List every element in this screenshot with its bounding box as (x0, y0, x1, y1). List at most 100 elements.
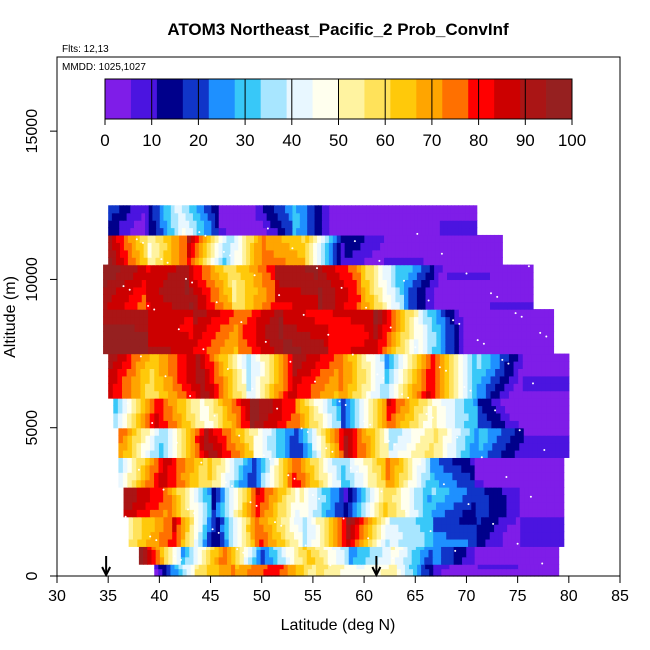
heatmap-cell (377, 420, 383, 429)
heatmap-cell (327, 479, 333, 488)
heatmap-cell (309, 286, 315, 295)
heatmap-cell (185, 457, 191, 466)
heatmap-cell (235, 564, 240, 570)
heatmap-cell (121, 338, 127, 347)
heatmap-cell (423, 249, 428, 258)
heatmap-cell (237, 516, 243, 525)
heatmap-cell (415, 427, 421, 436)
heatmap-cell (522, 360, 528, 369)
heatmap-cell (369, 556, 375, 565)
heatmap-cell (226, 220, 231, 229)
heatmap-cell (180, 301, 186, 310)
heatmap-cell (218, 220, 224, 229)
heatmap-cell (341, 464, 347, 473)
heatmap-cell (307, 568, 313, 577)
heatmap-cell (207, 494, 213, 503)
heatmap-cell (214, 353, 220, 362)
heatmap-cell (519, 472, 525, 481)
heatmap-cell (431, 501, 437, 510)
heatmap-cell (167, 420, 174, 429)
heatmap-cell (531, 353, 538, 362)
heatmap-cell (158, 360, 165, 369)
heatmap-cell (360, 242, 365, 251)
heatmap-cell (131, 398, 137, 407)
heatmap-cell (242, 242, 247, 251)
heatmap-cell (318, 220, 323, 229)
heatmap-cell (457, 568, 463, 577)
heatmap-cell (172, 538, 178, 547)
heatmap-cell (478, 556, 484, 565)
heatmap-cell (419, 242, 425, 251)
heatmap-cell (479, 472, 485, 481)
heatmap-cell (468, 420, 474, 429)
heatmap-cell (141, 487, 147, 496)
heatmap-cell (305, 464, 311, 473)
heatmap-cell (145, 501, 151, 510)
heatmap-cell (250, 368, 257, 377)
heatmap-cell (422, 309, 428, 318)
heatmap-cell (211, 479, 217, 488)
heatmap-cell (391, 286, 397, 295)
heatmap-cell (131, 375, 137, 384)
heatmap-cell (354, 479, 360, 488)
heatmap-cell (294, 449, 300, 458)
heatmap-cell (185, 427, 192, 436)
heatmap-cell (485, 568, 491, 577)
heatmap-cell (271, 449, 277, 458)
heatmap-cell (300, 457, 307, 466)
heatmap-cell (176, 472, 182, 481)
heatmap-cell (185, 479, 191, 488)
heatmap-cell (334, 449, 340, 458)
heatmap-cell (518, 375, 524, 384)
heatmap-cell (442, 279, 448, 288)
heatmap-cell (354, 412, 360, 421)
heatmap-cell (218, 564, 224, 570)
heatmap-cell (158, 301, 164, 310)
heatmap-cell (472, 353, 478, 362)
heatmap-cell (443, 257, 448, 266)
heatmap-cell (310, 368, 317, 377)
heatmap-cell (220, 531, 225, 540)
heatmap-cell (427, 501, 433, 510)
heatmap-cell (234, 479, 240, 488)
heatmap-cell (192, 212, 198, 221)
heatmap-cell (499, 383, 505, 392)
heatmap-cell (336, 227, 341, 236)
heatmap-cell (359, 316, 365, 325)
heatmap-cell (115, 279, 121, 288)
heatmap-cell (495, 360, 501, 369)
heatmap-cell (115, 227, 120, 236)
heatmap-cell (273, 501, 279, 510)
heatmap-cell (285, 549, 291, 558)
heatmap-cell (454, 242, 460, 251)
heatmap-cell (364, 309, 370, 318)
heatmap-cell (285, 257, 291, 266)
heatmap-cell (307, 212, 312, 221)
heatmap-cell (372, 538, 378, 547)
heatmap-cell (285, 227, 290, 236)
heatmap-cell (415, 257, 421, 266)
heatmap-cell (423, 398, 429, 407)
heatmap-cell (249, 272, 255, 281)
heatmap-cell (214, 368, 220, 377)
heatmap-cell (218, 383, 224, 392)
heatmap-cell (348, 234, 354, 243)
heatmap-cell (423, 420, 429, 429)
heatmap-cell (349, 464, 356, 473)
heatmap-cell (483, 556, 488, 565)
heatmap-cell (273, 556, 278, 565)
heatmap-cell (535, 323, 541, 332)
heatmap-cell (145, 420, 151, 429)
heatmap-cell (559, 516, 565, 525)
heatmap-cell (532, 412, 538, 421)
heatmap-cell (243, 564, 248, 570)
heatmap-cell (199, 442, 205, 451)
heatmap-cell (236, 420, 242, 429)
heatmap-cell (369, 286, 375, 295)
heatmap-cell (226, 249, 231, 258)
heatmap-cell (398, 479, 404, 488)
heatmap-cell (361, 435, 367, 444)
heatmap-cell (364, 568, 370, 577)
heatmap-cell (340, 242, 346, 251)
heatmap-cell (524, 531, 530, 540)
